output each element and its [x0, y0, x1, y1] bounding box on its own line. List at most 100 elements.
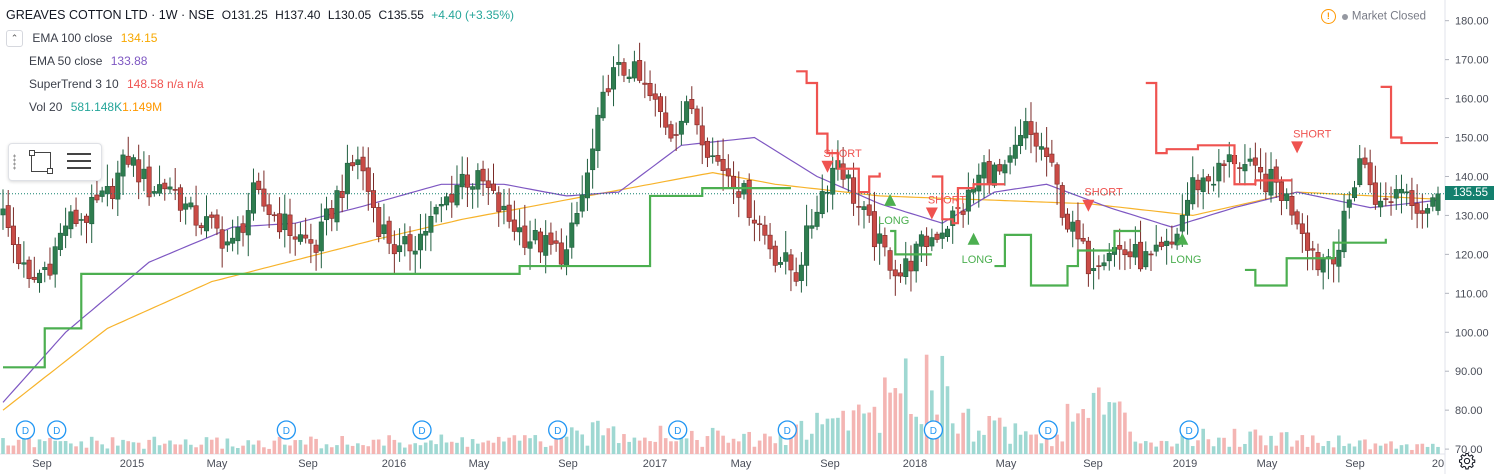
volume-bar — [1055, 434, 1059, 454]
indicator-ema100[interactable]: ⌃ EMA 100 close 134.15 — [6, 27, 514, 50]
settings-gear-icon[interactable] — [1458, 452, 1476, 470]
short-arrow-icon — [1291, 141, 1304, 154]
indicator-ema50[interactable]: EMA 50 close 133.88 — [6, 50, 514, 73]
candle-body — [934, 233, 940, 240]
candle-body — [10, 225, 16, 245]
candle-body — [788, 254, 794, 271]
volume-bar — [710, 427, 715, 454]
y-tick-label: 130.00 — [1455, 210, 1489, 222]
volume-bar — [95, 440, 99, 454]
volume-bar — [22, 437, 26, 454]
volume-bar — [11, 445, 16, 454]
rectangle-tool-icon[interactable] — [29, 150, 53, 174]
volume-bar — [1201, 428, 1205, 454]
candle-body — [543, 235, 549, 256]
candle-body — [1158, 241, 1164, 247]
volume-bar — [16, 439, 21, 454]
volume-bar — [716, 430, 720, 454]
warning-icon[interactable]: ! — [1320, 9, 1336, 24]
volume-bar — [152, 436, 157, 454]
candle-body — [605, 88, 611, 93]
volume-bar — [1300, 435, 1305, 454]
candle-body — [1263, 173, 1269, 193]
candle-body — [303, 234, 309, 239]
menu-lines-icon[interactable] — [67, 153, 91, 170]
volume-bar — [220, 448, 224, 454]
supertrend-up-line — [890, 229, 932, 256]
candle-body — [809, 225, 815, 229]
volume-bar — [204, 437, 209, 454]
collapse-chevron-icon[interactable]: ⌃ — [6, 30, 23, 48]
volume-bar — [872, 406, 877, 454]
drag-handle-icon[interactable] — [13, 154, 16, 170]
indicator-volume[interactable]: Vol 20 581.148K1.149M — [6, 96, 514, 119]
volume-bar — [977, 430, 981, 454]
candle-body — [929, 237, 935, 247]
candle-body — [1085, 240, 1091, 275]
candle-body — [146, 166, 152, 198]
volume-bar — [340, 436, 344, 454]
volume-bar — [465, 446, 470, 454]
candle-body — [172, 189, 178, 191]
volume-bar — [303, 444, 308, 454]
volume-bar — [653, 441, 658, 454]
drawing-toolbar[interactable] — [8, 143, 102, 181]
candle-body — [511, 219, 517, 232]
signal-label: SHORT — [1084, 187, 1123, 199]
volume-bar — [1394, 448, 1399, 454]
dividend-marker-label: D — [1185, 426, 1192, 437]
candle-body — [350, 162, 356, 167]
volume-bar — [512, 435, 517, 454]
dividend-marker — [47, 420, 67, 440]
candle-body — [324, 208, 330, 221]
volume-bar — [277, 436, 282, 454]
y-tick-label: 170.00 — [1455, 55, 1489, 67]
candle-body — [626, 76, 632, 79]
candle-body — [913, 243, 919, 272]
volume-bar — [846, 430, 851, 454]
candle-body — [365, 167, 371, 192]
volume-bar — [616, 443, 621, 454]
volume-bar — [319, 448, 324, 454]
dividend-marker-label: D — [22, 426, 29, 437]
candle-body — [866, 204, 872, 216]
volume-bar — [648, 441, 652, 454]
volume-bar — [799, 420, 804, 454]
volume-bar — [413, 443, 418, 454]
volume-bar — [684, 438, 689, 454]
volume-bar — [528, 438, 532, 454]
candle-body — [1357, 158, 1363, 186]
candle-body — [412, 250, 418, 255]
candle-body — [1054, 164, 1060, 185]
x-tick-label: Sep — [1345, 458, 1365, 470]
volume-bar — [1310, 435, 1315, 454]
x-tick-label: Sep — [1083, 458, 1103, 470]
volume-bar — [309, 436, 313, 454]
volume-bar — [997, 417, 1002, 454]
y-tick-label: 140.00 — [1455, 171, 1489, 183]
candle-body — [177, 187, 183, 211]
y-tick-label: 90.00 — [1455, 366, 1483, 378]
signal-label: LONG — [1170, 254, 1201, 266]
candle-body — [960, 210, 966, 215]
candle-body — [595, 114, 601, 152]
candle-body — [136, 159, 142, 183]
candle-body — [579, 194, 585, 212]
indicator-supertrend[interactable]: SuperTrend 3 10 148.58 n/a n/a — [6, 73, 514, 96]
candle-body — [1038, 146, 1044, 150]
volume-bar — [1389, 441, 1393, 454]
candle-body — [1028, 121, 1034, 135]
volume-bar — [126, 441, 131, 454]
volume-bar — [1149, 442, 1153, 454]
candle-body — [370, 190, 376, 208]
long-arrow-icon — [884, 193, 897, 206]
volume-bar — [350, 445, 355, 454]
candle-body — [120, 154, 126, 177]
volume-bar — [507, 437, 511, 454]
candle-body — [845, 174, 851, 179]
volume-bar — [1410, 449, 1414, 454]
candle-body — [1393, 189, 1399, 199]
dividend-marker — [668, 420, 688, 440]
y-tick-label: 70.00 — [1455, 444, 1483, 456]
